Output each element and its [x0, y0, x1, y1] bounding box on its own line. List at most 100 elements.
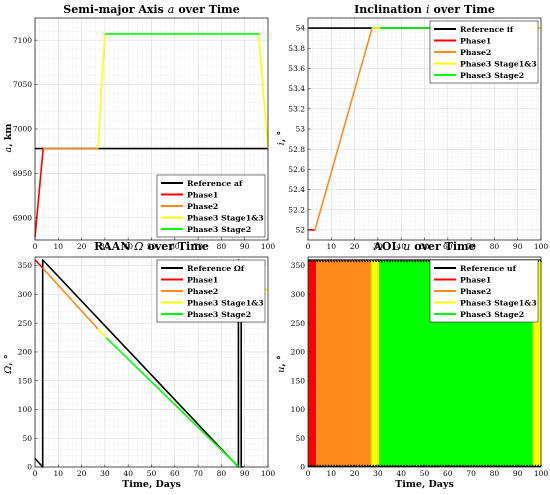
- y-axis-label-unit: , °: [3, 354, 14, 365]
- legend-entry: Phase3 Stage1&3: [460, 59, 537, 68]
- y-axis-label: i, °: [276, 131, 287, 145]
- y-axis-label-unit: , °: [276, 131, 287, 142]
- chart-panel: 0 10 20 30 40 50 60 70 80 90 100050100150200250300…: [276, 240, 548, 490]
- y-tick-label: 52.2: [288, 205, 305, 214]
- y-tick-label: 0: [300, 463, 305, 472]
- x-axis-label: Time, Days: [122, 479, 181, 490]
- y-tick-label: 6950: [13, 169, 32, 178]
- x-tick-label: 10: [327, 242, 337, 251]
- x-tick-label: 40: [123, 242, 133, 251]
- y-tick-label: 52.4: [288, 185, 305, 194]
- x-tick-label: 90: [240, 469, 250, 478]
- x-tick-label: 40: [396, 469, 406, 478]
- y-axis-label: Ω, °: [3, 354, 14, 374]
- legend: Reference if Phase1 Phase2 Phase3 Stage1&3 P…: [429, 20, 539, 84]
- x-tick-label: 60: [443, 242, 453, 251]
- y-axis-label-unit: , °: [276, 355, 287, 366]
- chart-title-symbol: Ω: [133, 240, 143, 253]
- chart-panel: 0 10 20 30 40 50 60 70 80 90 100 6900 6950 7000 7050 71…: [3, 3, 275, 251]
- chart-title-text: over Time: [414, 240, 475, 253]
- chart-title-text: AOL: [372, 240, 399, 253]
- x-tick-label: 100: [261, 469, 276, 478]
- y-tick-label: 53: [295, 125, 305, 134]
- x-tick-label: 100: [534, 469, 549, 478]
- y-tick-label: 200: [291, 348, 306, 357]
- x-tick-label: 30: [100, 242, 110, 251]
- x-tick-label: 70: [466, 242, 476, 251]
- y-tick-label: 6900: [13, 213, 32, 222]
- y-axis-label-symbol: a: [3, 146, 14, 152]
- y-axis-label: a, km: [3, 124, 14, 153]
- band-phase3_stage13: [532, 259, 541, 467]
- legend-entry: Phase3 Stage2: [187, 225, 251, 234]
- x-tick-label: 20: [77, 469, 87, 478]
- y-tick-label: 200: [18, 348, 33, 357]
- chart-title: Semi-major Axis a over Time: [63, 3, 239, 16]
- x-tick-label: 70: [193, 242, 203, 251]
- series-line-reference: [34, 259, 244, 468]
- x-tick-label: 80: [217, 469, 227, 478]
- legend-entry: Phase3 Stage1&3: [187, 298, 264, 307]
- series-line-phase1: [34, 259, 44, 270]
- x-tick-label: 90: [513, 469, 523, 478]
- y-tick-label: 53.4: [288, 84, 305, 93]
- y-tick-label: 350: [291, 261, 306, 270]
- y-tick-label: 250: [291, 319, 306, 328]
- x-tick-label: 0: [33, 469, 38, 478]
- series-line-phase1: [34, 148, 44, 238]
- x-tick-label: 30: [100, 469, 110, 478]
- band-phase2: [316, 259, 371, 467]
- chart-panel: 0 10 20 30 40 50 60 70 80 90 100 52 52.2 52.4 52.6 52.8…: [276, 3, 548, 251]
- x-tick-label: 30: [373, 469, 383, 478]
- chart-title: Inclination i over Time: [354, 3, 495, 16]
- legend-entry: Phase1: [460, 36, 491, 45]
- legend-entry: Reference uf: [460, 264, 517, 273]
- y-tick-label: 350: [18, 261, 33, 270]
- chart-title-text: over Time: [148, 240, 209, 253]
- legend-entry: Phase3 Stage1&3: [187, 213, 264, 222]
- legend-entry: Phase1: [187, 275, 218, 284]
- x-tick-label: 20: [350, 242, 360, 251]
- y-axis-label-symbol: i: [276, 142, 287, 145]
- chart-title-symbol: i: [426, 3, 430, 16]
- x-tick-label: 90: [240, 242, 250, 251]
- y-tick-label: 300: [18, 290, 33, 299]
- x-tick-label: 10: [54, 469, 64, 478]
- x-tick-label: 30: [373, 242, 383, 251]
- x-tick-label: 50: [420, 242, 430, 251]
- x-tick-label: 10: [54, 242, 64, 251]
- legend: Reference af Phase1 Phase2 Phase3 Stage1&3 P…: [156, 174, 266, 238]
- x-tick-label: 70: [193, 469, 203, 478]
- x-tick-label: 0: [33, 242, 38, 251]
- y-tick-label: 53.2: [288, 104, 305, 113]
- x-tick-label: 60: [443, 469, 453, 478]
- y-axis-label: u, °: [276, 355, 287, 373]
- y-tick-label: 100: [291, 405, 306, 414]
- legend-entry: Phase2: [187, 287, 218, 296]
- x-tick-label: 90: [513, 242, 523, 251]
- y-tick-label: 52.6: [288, 165, 305, 174]
- y-tick-label: 50: [295, 434, 305, 443]
- y-tick-label: 50: [22, 434, 32, 443]
- legend-entry: Phase3 Stage2: [187, 310, 251, 319]
- reference-trace-bottom: [307, 464, 542, 468]
- legend-entry: Phase3 Stage1&3: [460, 298, 537, 307]
- chart-title-symbol: u: [403, 240, 410, 253]
- series-line-phase2: [42, 267, 99, 330]
- x-tick-label: 40: [396, 242, 406, 251]
- y-tick-label: 7050: [13, 80, 32, 89]
- legend-entry: Phase1: [187, 190, 218, 199]
- x-tick-label: 20: [350, 469, 360, 478]
- legend-entry: Phase1: [460, 275, 491, 284]
- chart-title-text: RAAN: [94, 240, 130, 253]
- series-line-phase3_stage13: [97, 33, 269, 149]
- x-tick-label: 60: [170, 242, 180, 251]
- chart-title-text: Inclination: [354, 3, 422, 16]
- x-tick-label: 20: [77, 242, 87, 251]
- x-axis-label: Time, Days: [395, 479, 454, 490]
- x-tick-label: 100: [534, 242, 549, 251]
- y-axis-label-symbol: Ω: [3, 366, 14, 375]
- x-tick-label: 0: [306, 242, 311, 251]
- x-tick-label: 50: [420, 469, 430, 478]
